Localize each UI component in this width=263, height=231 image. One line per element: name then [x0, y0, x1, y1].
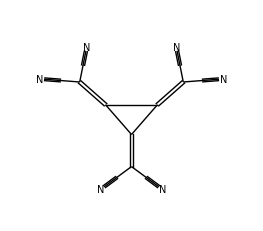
- Text: N: N: [36, 75, 43, 85]
- Text: N: N: [97, 185, 104, 195]
- Text: N: N: [159, 185, 166, 195]
- Text: N: N: [220, 75, 227, 85]
- Text: N: N: [83, 43, 90, 53]
- Text: N: N: [173, 43, 180, 53]
